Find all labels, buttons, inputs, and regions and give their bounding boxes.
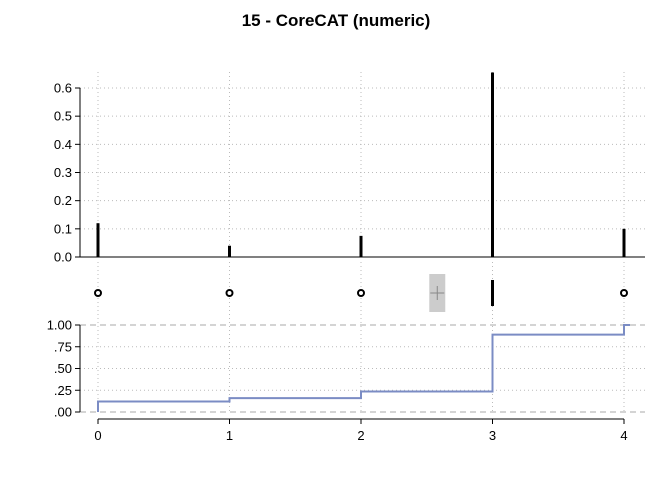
x-tick-label: 4 [620,428,627,443]
y-tick-label: 0.2 [54,193,72,208]
y-tick-label: 0.4 [54,137,72,152]
ecdf-panel: .00 .25 .50 .75 1.00 0 1 2 3 4 [47,318,645,443]
y-tick-label: .50 [54,361,72,376]
x-tick-label: 3 [489,428,496,443]
ecdf-step-line [97,324,630,412]
y-tick-label: 0.6 [54,81,72,96]
y-tick-label: 0.5 [54,109,72,124]
y-tick-label: 0.1 [54,221,72,236]
y-tick-label: 0.0 [54,250,72,265]
outlier-point [94,289,102,297]
x-tick-label: 0 [94,428,101,443]
y-tick-label: 1.00 [47,318,72,333]
y-tick-label: 0.3 [54,165,72,180]
y-tick-label: .75 [54,339,72,354]
frequency-panel: 0.0 0.1 0.2 0.3 0.4 0.5 0.6 [54,72,645,265]
outlier-point [357,289,365,297]
y-tick-label: .25 [54,383,72,398]
y-tick-label: .00 [54,405,72,420]
x-tick-label: 1 [226,428,233,443]
x-tick-label: 2 [357,428,364,443]
outlier-point [225,289,234,297]
boxplot-panel [94,262,628,322]
chart-title: 15 - CoreCAT (numeric) [242,11,431,30]
outlier-point [620,289,628,297]
